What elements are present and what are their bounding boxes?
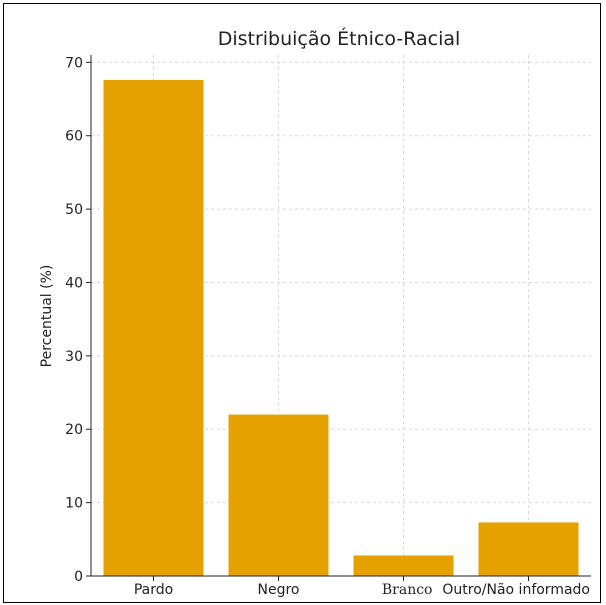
y-tick-label: 50	[65, 202, 83, 218]
y-tick-label: 30	[65, 349, 83, 365]
y-tick-label: 10	[65, 496, 83, 512]
y-tick-label: 60	[65, 129, 83, 145]
bar-negro	[228, 414, 329, 576]
bar-pardo	[103, 79, 204, 577]
y-axis-label: Percentual (%)	[39, 265, 55, 368]
y-tick-label: 40	[65, 275, 83, 291]
x-tick-label: Outro/Não informado	[442, 582, 590, 598]
bar-branco	[353, 555, 454, 576]
chart-title: Distribuição Étnico-Racial	[218, 27, 461, 50]
axes-layer: 0 10 20 30 40 50 60 70 Pardo Negro Branco Outro/Não…	[65, 55, 591, 598]
y-tick-label: 70	[65, 55, 83, 71]
bar-outro-n-o-informado	[478, 522, 579, 576]
y-tick-label: 0	[74, 569, 83, 585]
x-tick-label: Negro	[258, 582, 300, 598]
x-tick-label: Pardo	[134, 582, 173, 598]
x-tick-label: Branco	[382, 582, 433, 598]
y-tick-label: 20	[65, 422, 83, 438]
bars-layer	[103, 79, 579, 577]
